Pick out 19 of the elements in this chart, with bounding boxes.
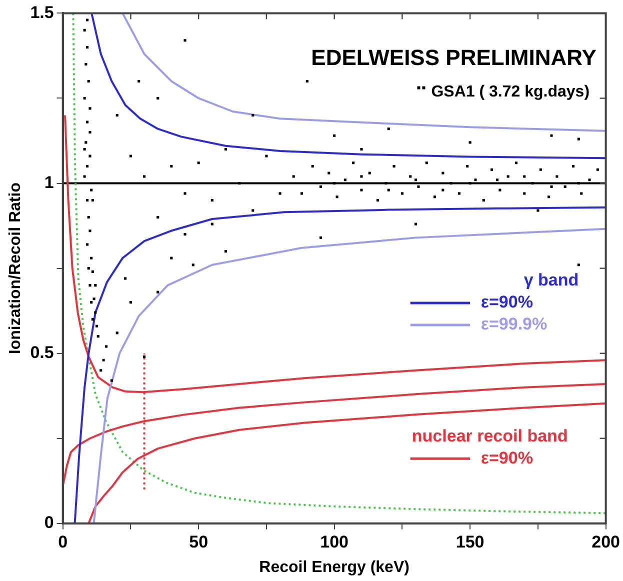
x-tick-label: 100 bbox=[320, 532, 349, 552]
x-tick-label: 0 bbox=[58, 532, 68, 552]
x-tick-label: 150 bbox=[456, 532, 484, 552]
y-tick-label: 1 bbox=[44, 172, 54, 192]
y-tick-label: 0 bbox=[44, 513, 54, 532]
annotation: γ band bbox=[524, 270, 579, 290]
legend-label: GSA1 ( 3.72 kg.days) bbox=[431, 84, 590, 101]
x-tick-label: 200 bbox=[592, 532, 620, 552]
x-tick-label: 50 bbox=[189, 532, 208, 552]
y-axis-title: Ionization/Recoil Ratio bbox=[7, 182, 24, 354]
text: EDELWEISS PRELIMINARY bbox=[311, 45, 597, 70]
x-axis-title: Recoil Energy (keV) bbox=[259, 558, 410, 576]
line-series bbox=[72, 13, 606, 514]
y-tick-label: 0.5 bbox=[30, 343, 54, 362]
legend-label: ε=90% bbox=[480, 448, 533, 468]
legend-label: ε=90% bbox=[480, 292, 533, 312]
legend-label: ε=99.9% bbox=[480, 314, 548, 334]
annotation: nuclear recoil band bbox=[412, 426, 568, 446]
y-tick-label: 1.5 bbox=[30, 2, 54, 22]
